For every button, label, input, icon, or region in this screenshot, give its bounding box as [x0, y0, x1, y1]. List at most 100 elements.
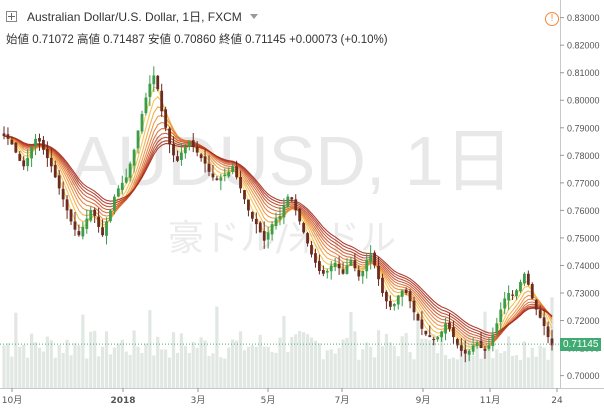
volume-bar — [45, 336, 49, 388]
chevron-down-icon[interactable] — [249, 14, 258, 19]
candle-body — [294, 199, 298, 211]
y-tick-label: 0.76000 — [567, 206, 600, 216]
ma-ribbon-line — [3, 128, 553, 343]
volume-bar — [487, 345, 491, 388]
candle-body — [191, 140, 195, 148]
volume-bar — [144, 343, 148, 388]
candle-body — [211, 173, 215, 178]
volume-bar — [93, 330, 97, 388]
candle-body — [38, 138, 41, 142]
volume-bar — [546, 359, 550, 388]
candle-body — [499, 309, 503, 323]
y-tick-label: 0.81000 — [567, 68, 600, 78]
y-tick-label: 0.77000 — [567, 178, 600, 188]
volume-bar — [37, 347, 42, 388]
candle-body — [329, 265, 333, 272]
volume-bar — [538, 345, 542, 388]
volume-bar — [152, 355, 156, 388]
candle-body — [463, 349, 467, 354]
volume-bar — [175, 352, 180, 388]
volume-bar — [148, 310, 152, 388]
volume-bar — [420, 338, 424, 388]
volume-bar — [167, 357, 172, 388]
volume-bar — [443, 354, 448, 388]
candle-body — [341, 269, 345, 274]
candle-body — [388, 300, 392, 307]
volume-bar — [65, 339, 69, 388]
volume-bar — [372, 357, 377, 388]
volume-bar — [353, 331, 357, 388]
volume-bar — [471, 355, 475, 388]
x-tick-label: 10月 — [2, 395, 22, 406]
candle-body — [112, 196, 116, 211]
candle-body — [507, 293, 511, 301]
volume-bar — [254, 346, 258, 388]
volume-bar — [313, 340, 318, 388]
candle-body — [361, 270, 365, 277]
candle-body — [459, 345, 463, 351]
candle-body — [231, 166, 235, 172]
candle-body — [136, 130, 140, 149]
volume-bar — [85, 358, 89, 388]
candle-body — [550, 338, 554, 346]
volume-bar — [33, 342, 38, 388]
volume-bar — [514, 355, 519, 388]
symbol-title[interactable]: Australian Dollar/U.S. Dollar, 1日, FXCM — [27, 10, 242, 24]
expand-icon[interactable] — [6, 11, 17, 22]
volume-bar — [140, 353, 144, 388]
candle-body — [511, 294, 514, 296]
volume-bar — [542, 347, 546, 388]
candle-body — [254, 218, 258, 225]
high-value: 0.71487 — [103, 34, 145, 46]
candle-body — [369, 254, 373, 262]
candle-body — [298, 208, 302, 222]
candle-body — [89, 210, 93, 221]
candle-body — [132, 149, 136, 166]
candle-body — [266, 232, 270, 240]
candle-body — [408, 291, 412, 302]
volume-bar — [309, 337, 314, 388]
candle-body — [262, 231, 266, 241]
alert-icon[interactable]: ! — [545, 12, 559, 26]
volume-bar — [77, 345, 81, 388]
candle-body — [519, 281, 522, 292]
candle-body — [491, 334, 495, 346]
volume-bar — [380, 346, 385, 388]
candle-body — [235, 166, 239, 178]
candle-body — [515, 290, 518, 297]
candle-body — [85, 218, 89, 229]
close-label: 終値 — [218, 34, 242, 46]
candle-body — [219, 177, 223, 181]
volume-bar — [440, 335, 444, 388]
ma-ribbon-line — [3, 135, 553, 336]
ma-ribbon-line — [3, 135, 553, 334]
candle-body — [325, 270, 329, 273]
volume-bar — [341, 339, 345, 388]
candle-body — [243, 190, 246, 200]
volume-bar — [518, 359, 523, 388]
volume-bar — [199, 337, 203, 388]
volume-bar — [282, 316, 286, 388]
volume-bar — [298, 330, 302, 388]
candle-body — [183, 147, 187, 154]
candle-body — [128, 163, 132, 178]
candle-body — [538, 310, 542, 318]
candle-body — [321, 269, 325, 274]
volume-bar — [238, 331, 243, 388]
volume-bar — [179, 333, 184, 388]
volume-bar — [116, 343, 120, 388]
volume-bar — [187, 352, 191, 388]
volume-bar — [6, 343, 10, 388]
volume-bar — [112, 347, 116, 388]
candle-body — [105, 221, 108, 236]
candle-body — [333, 262, 337, 268]
volume-bar — [14, 312, 18, 388]
volume-bar — [69, 355, 73, 388]
candle-body — [487, 345, 491, 349]
volume-bar — [424, 339, 428, 388]
candle-body — [523, 273, 526, 284]
candle-body — [479, 340, 483, 349]
volume-bar — [432, 333, 436, 388]
